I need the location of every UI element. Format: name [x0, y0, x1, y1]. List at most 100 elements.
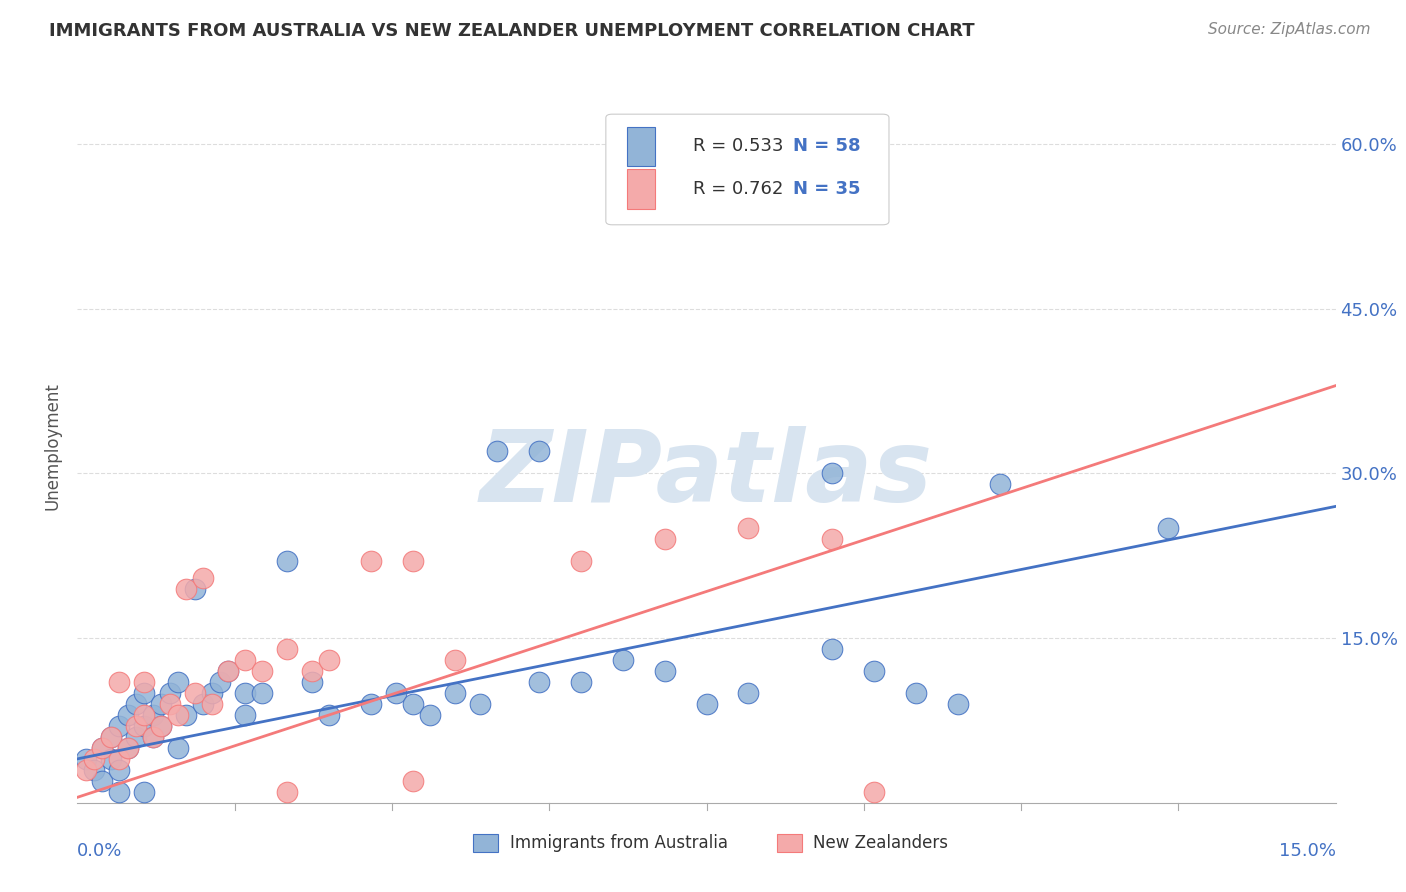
Point [250, 664, 273, 678]
Point [150, 719, 173, 733]
Point [108, 719, 131, 733]
Point [301, 664, 323, 678]
Text: New Zealanders: New Zealanders [814, 834, 949, 852]
Point [142, 730, 165, 744]
Point [402, 773, 425, 788]
Point [821, 467, 844, 481]
Point [167, 740, 190, 755]
Point [779, 169, 801, 184]
Point [737, 686, 759, 700]
Point [485, 444, 508, 458]
Point [318, 653, 340, 667]
Point [821, 533, 844, 547]
Point [569, 554, 592, 568]
Point [569, 675, 592, 690]
Point [117, 740, 139, 755]
Point [134, 719, 156, 733]
Point [184, 686, 207, 700]
Point [117, 708, 139, 723]
FancyBboxPatch shape [627, 127, 655, 166]
Text: ZIPatlas: ZIPatlas [479, 426, 934, 523]
Point [233, 686, 256, 700]
Point [83, 763, 105, 777]
Point [276, 642, 298, 657]
FancyBboxPatch shape [627, 169, 655, 209]
Point [863, 664, 886, 678]
FancyBboxPatch shape [606, 114, 889, 225]
Text: R = 0.762: R = 0.762 [693, 180, 783, 198]
Point [134, 708, 156, 723]
Point [125, 697, 148, 711]
Point [612, 653, 634, 667]
Point [191, 697, 215, 711]
Point [208, 675, 231, 690]
Point [100, 752, 122, 766]
Point [276, 785, 298, 799]
Point [134, 686, 156, 700]
Point [444, 686, 467, 700]
Point [100, 730, 122, 744]
Point [250, 686, 273, 700]
Point [444, 653, 467, 667]
Point [200, 697, 222, 711]
Point [988, 477, 1011, 491]
Point [821, 642, 844, 657]
Point [233, 653, 256, 667]
Point [142, 730, 165, 744]
Point [159, 686, 181, 700]
Point [318, 708, 340, 723]
Point [150, 697, 173, 711]
Text: IMMIGRANTS FROM AUSTRALIA VS NEW ZEALANDER UNEMPLOYMENT CORRELATION CHART: IMMIGRANTS FROM AUSTRALIA VS NEW ZEALAND… [49, 22, 974, 40]
Point [176, 582, 198, 596]
Point [360, 697, 382, 711]
Point [176, 708, 198, 723]
Point [217, 664, 239, 678]
Point [217, 664, 239, 678]
Point [948, 697, 970, 711]
Text: Immigrants from Australia: Immigrants from Australia [510, 834, 728, 852]
Point [91, 740, 114, 755]
Text: Source: ZipAtlas.com: Source: ZipAtlas.com [1208, 22, 1371, 37]
Point [108, 763, 131, 777]
Point [654, 533, 676, 547]
Point [91, 773, 114, 788]
Point [402, 554, 425, 568]
Point [91, 740, 114, 755]
Point [654, 664, 676, 678]
Point [402, 697, 425, 711]
Point [167, 708, 190, 723]
Point [108, 675, 131, 690]
Point [117, 740, 139, 755]
Point [125, 719, 148, 733]
Point [1157, 521, 1180, 535]
Point [191, 571, 215, 585]
Point [696, 697, 718, 711]
Point [905, 686, 928, 700]
Point [142, 708, 165, 723]
Point [150, 719, 173, 733]
Point [360, 554, 382, 568]
Point [83, 752, 105, 766]
Point [75, 763, 97, 777]
Text: N = 58: N = 58 [793, 137, 860, 155]
Point [527, 444, 550, 458]
Point [134, 675, 156, 690]
Point [200, 686, 222, 700]
Text: 15.0%: 15.0% [1278, 842, 1336, 860]
Point [385, 686, 408, 700]
Point [100, 730, 122, 744]
Point [233, 708, 256, 723]
Point [75, 752, 97, 766]
Point [108, 785, 131, 799]
Point [159, 697, 181, 711]
Point [527, 675, 550, 690]
Text: 0.0%: 0.0% [77, 842, 122, 860]
Point [276, 554, 298, 568]
Point [167, 675, 190, 690]
Point [184, 582, 207, 596]
Point [125, 730, 148, 744]
Point [737, 521, 759, 535]
Point [108, 752, 131, 766]
Y-axis label: Unemployment: Unemployment [44, 382, 62, 510]
Text: N = 35: N = 35 [793, 180, 860, 198]
